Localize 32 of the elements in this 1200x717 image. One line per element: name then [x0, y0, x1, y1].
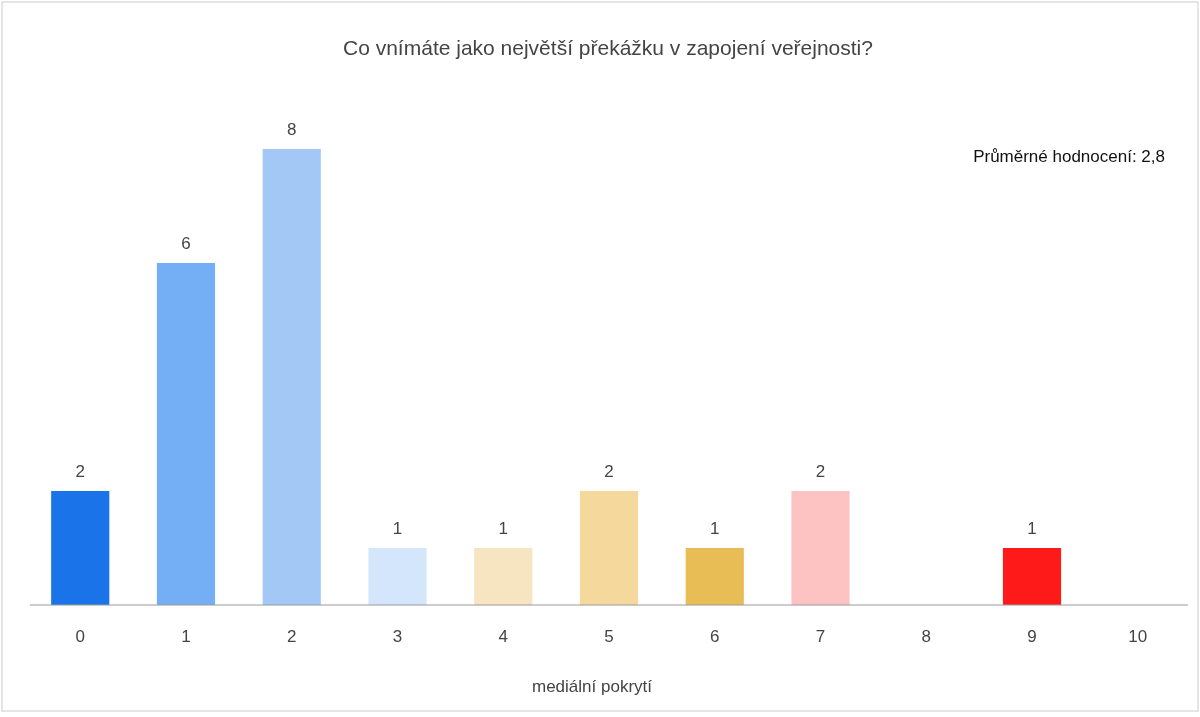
- data-label: 6: [181, 234, 191, 253]
- bar: [51, 491, 110, 605]
- x-tick-label: 4: [498, 627, 508, 646]
- data-label: 2: [75, 462, 85, 481]
- data-label: 1: [498, 519, 508, 538]
- x-tick-label: 3: [392, 627, 403, 646]
- data-label: 8: [287, 120, 297, 139]
- x-tick-label: 10: [1128, 627, 1148, 646]
- chart-title: Co vnímáte jako největší překážku v zapojení veřejnosti?: [343, 36, 873, 59]
- x-tick-label: 7: [815, 627, 826, 646]
- x-axis-title: mediální pokrytí: [532, 677, 653, 696]
- x-tick-label: 1: [181, 627, 191, 646]
- data-label: 2: [815, 462, 826, 481]
- bar: [474, 548, 533, 605]
- x-tick-label: 2: [287, 627, 297, 646]
- bar: [368, 548, 427, 605]
- bar: [579, 491, 639, 605]
- bar: [685, 548, 744, 605]
- bar: [156, 263, 216, 605]
- data-label: 1: [710, 519, 720, 538]
- x-tick-label: 6: [710, 627, 720, 646]
- bar: [1002, 548, 1062, 605]
- data-label: 2: [604, 462, 614, 481]
- data-label: 1: [1027, 519, 1037, 538]
- bar: [262, 149, 321, 605]
- annotation: Průměrné hodnocení: 2,8: [973, 147, 1165, 166]
- bar: [791, 491, 850, 605]
- data-label: 1: [392, 519, 403, 538]
- x-tick-label: 0: [75, 627, 85, 646]
- x-tick-label: 9: [1027, 627, 1037, 646]
- x-tick-label: 8: [921, 627, 931, 646]
- x-tick-label: 5: [604, 627, 614, 646]
